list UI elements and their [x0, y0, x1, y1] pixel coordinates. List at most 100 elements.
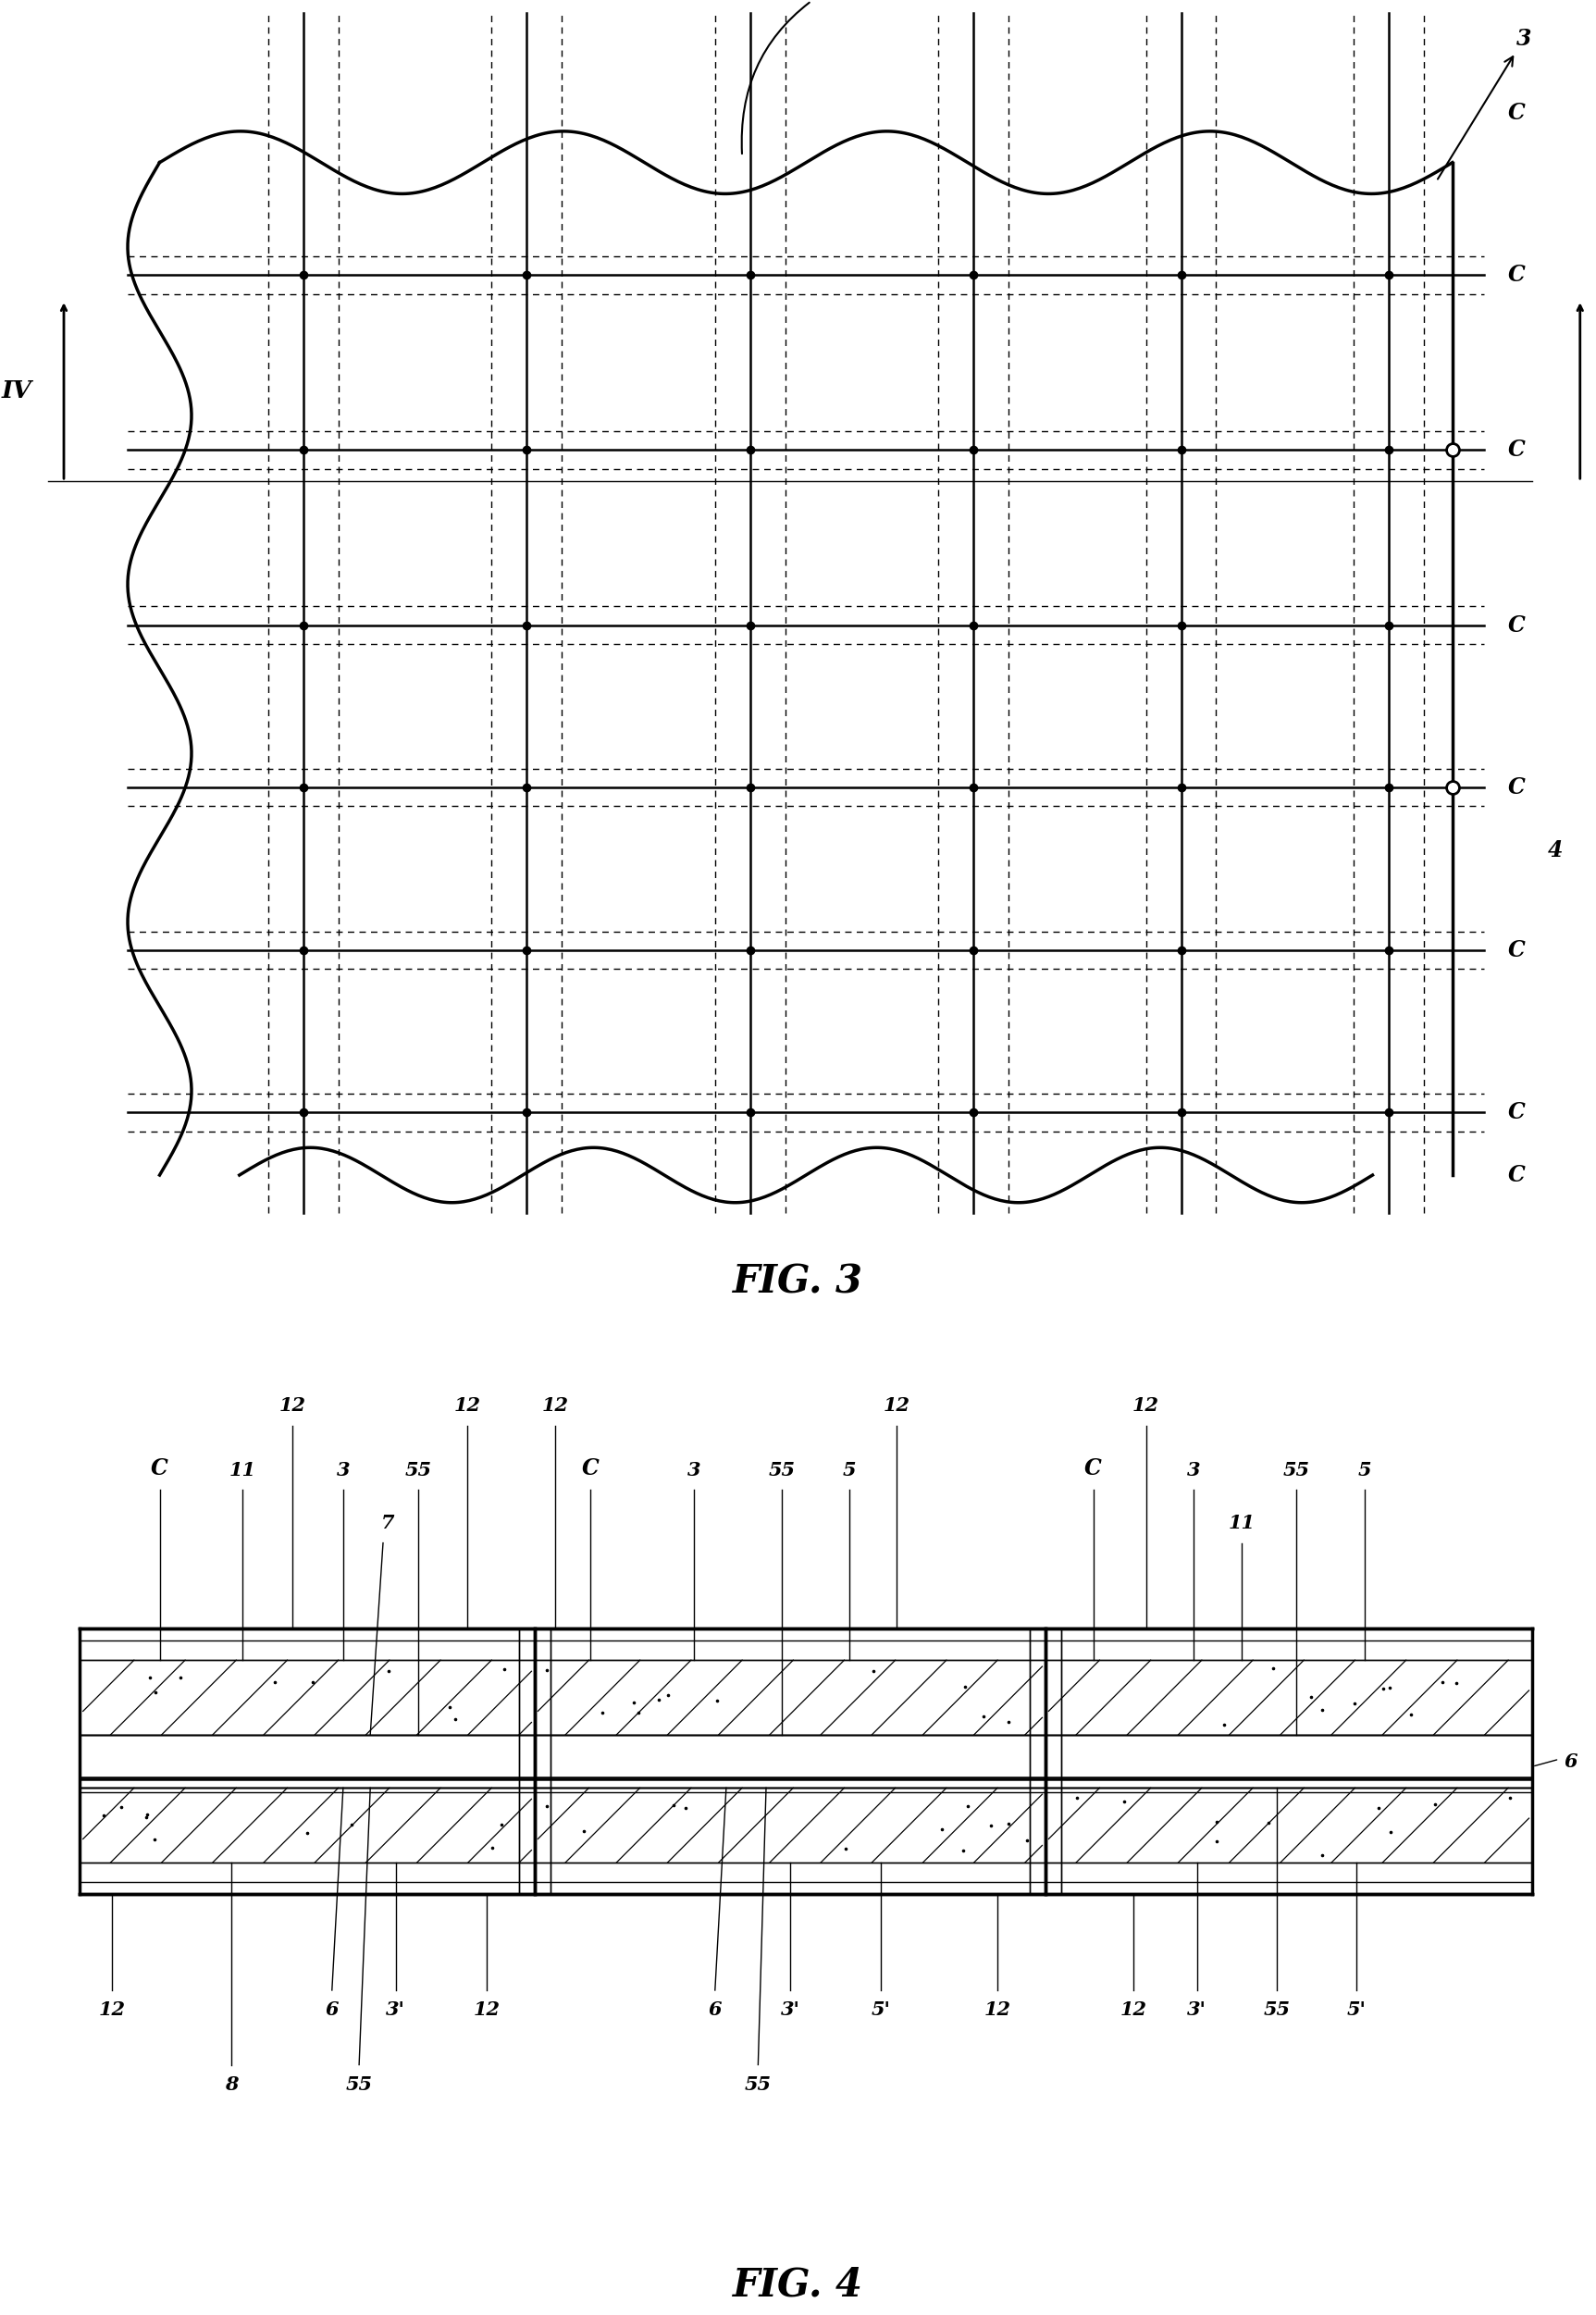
- Text: 55: 55: [346, 2074, 372, 2093]
- Point: [142, 1820, 168, 1857]
- Text: 11: 11: [230, 1461, 255, 1479]
- Point: [996, 1806, 1021, 1843]
- Text: 55: 55: [1264, 2000, 1290, 2019]
- Point: [1366, 1789, 1392, 1827]
- Point: [1430, 1664, 1456, 1702]
- Text: 4: 4: [1548, 838, 1564, 861]
- Text: C: C: [583, 1456, 598, 1479]
- Text: 3: 3: [1187, 1461, 1200, 1479]
- Text: C: C: [1508, 1164, 1526, 1185]
- Text: 3': 3': [780, 2000, 800, 2019]
- Point: [1211, 1706, 1237, 1743]
- Point: [1299, 1678, 1325, 1715]
- Text: 6: 6: [709, 2000, 721, 2019]
- Point: [535, 1787, 560, 1824]
- Point: [956, 1787, 982, 1824]
- Point: [661, 1787, 686, 1824]
- Text: 11: 11: [1229, 1514, 1254, 1533]
- Text: 12: 12: [99, 2000, 124, 2019]
- Point: [1112, 1783, 1138, 1820]
- Text: 5: 5: [843, 1461, 855, 1479]
- Text: 12: 12: [1133, 1396, 1159, 1414]
- Text: 55: 55: [769, 1461, 795, 1479]
- Point: [134, 1796, 160, 1833]
- Point: [571, 1813, 597, 1850]
- Text: 5': 5': [871, 2000, 891, 2019]
- Point: [1309, 1836, 1334, 1873]
- Text: 12: 12: [884, 1396, 910, 1414]
- Text: C: C: [1508, 940, 1526, 961]
- Point: [1013, 1822, 1039, 1859]
- Point: [970, 1699, 996, 1736]
- Point: [674, 1789, 699, 1827]
- Point: [1203, 1803, 1229, 1840]
- Point: [437, 1690, 463, 1727]
- Point: [300, 1662, 326, 1699]
- Text: C: C: [1508, 102, 1526, 123]
- Text: 3: 3: [688, 1461, 701, 1479]
- Point: [137, 1658, 163, 1695]
- Point: [646, 1681, 672, 1718]
- Point: [1065, 1780, 1090, 1817]
- Point: [833, 1831, 859, 1868]
- Point: [1376, 1669, 1401, 1706]
- Text: 12: 12: [985, 2000, 1010, 2019]
- Point: [929, 1810, 954, 1847]
- Point: [262, 1664, 287, 1702]
- Point: [168, 1660, 193, 1697]
- Text: 3: 3: [1438, 28, 1532, 178]
- Point: [91, 1796, 117, 1833]
- Point: [142, 1674, 168, 1711]
- Text: 3: 3: [337, 1461, 350, 1479]
- Text: 12: 12: [279, 1396, 305, 1414]
- Text: 3': 3': [386, 2000, 405, 2019]
- Point: [626, 1695, 651, 1732]
- Point: [951, 1833, 977, 1871]
- Text: C: C: [1508, 1102, 1526, 1123]
- Point: [978, 1806, 1004, 1843]
- Text: 55: 55: [405, 1461, 431, 1479]
- Text: C: C: [1508, 776, 1526, 799]
- Point: [860, 1653, 886, 1690]
- Text: C: C: [1508, 264, 1526, 287]
- Point: [621, 1683, 646, 1720]
- Point: [1443, 1664, 1468, 1702]
- Text: 6: 6: [1564, 1752, 1577, 1771]
- Point: [589, 1695, 614, 1732]
- Text: C: C: [1085, 1456, 1101, 1479]
- Text: 55: 55: [745, 2074, 771, 2093]
- Point: [996, 1704, 1021, 1741]
- Point: [1369, 1669, 1395, 1706]
- Text: FIG. 3: FIG. 3: [733, 1262, 863, 1301]
- Text: 7: 7: [381, 1514, 394, 1533]
- Point: [338, 1806, 364, 1843]
- Point: [377, 1653, 402, 1690]
- Point: [1203, 1824, 1229, 1861]
- Point: [1422, 1785, 1448, 1822]
- Point: [1377, 1813, 1403, 1850]
- Text: 12: 12: [474, 2000, 500, 2019]
- Text: 55: 55: [1283, 1461, 1309, 1479]
- Text: C: C: [152, 1456, 168, 1479]
- Point: [535, 1651, 560, 1688]
- Text: FIG. 4: FIG. 4: [733, 2266, 863, 2303]
- Text: 5': 5': [1347, 2000, 1366, 2019]
- Point: [480, 1829, 506, 1866]
- Text: C: C: [1508, 440, 1526, 461]
- Point: [1310, 1692, 1336, 1729]
- Point: [492, 1651, 517, 1688]
- Text: 3': 3': [1187, 2000, 1207, 2019]
- Point: [1256, 1803, 1282, 1840]
- Text: 12: 12: [1120, 2000, 1146, 2019]
- Text: 8: 8: [225, 2074, 238, 2093]
- Point: [1398, 1695, 1424, 1732]
- Point: [1497, 1780, 1523, 1817]
- Text: 12: 12: [455, 1396, 480, 1414]
- Text: C: C: [1508, 613, 1526, 637]
- Point: [1261, 1651, 1286, 1688]
- Text: 11: 11: [742, 0, 844, 153]
- Text: 12: 12: [543, 1396, 568, 1414]
- Text: 6: 6: [326, 2000, 338, 2019]
- Point: [1342, 1685, 1368, 1722]
- Point: [134, 1799, 160, 1836]
